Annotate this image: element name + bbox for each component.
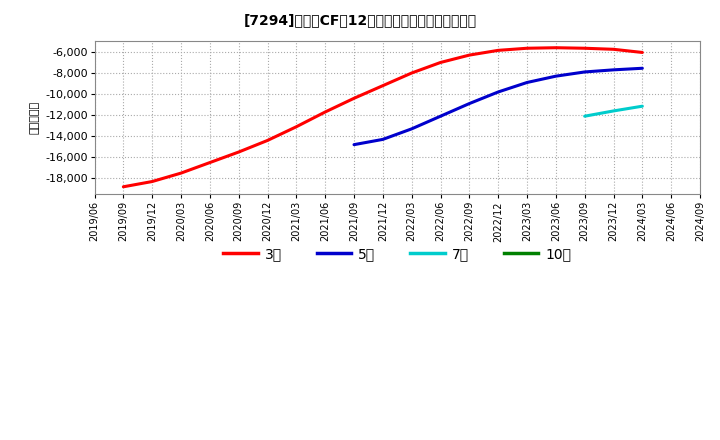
Legend: 3年, 5年, 7年, 10年: 3年, 5年, 7年, 10年 [217,242,577,267]
Text: [7294]　投賄CFだ12か月移動合計の平均値の推移: [7294] 投賄CFだ12か月移動合計の平均値の推移 [243,13,477,27]
Y-axis label: （百万円）: （百万円） [30,101,40,134]
